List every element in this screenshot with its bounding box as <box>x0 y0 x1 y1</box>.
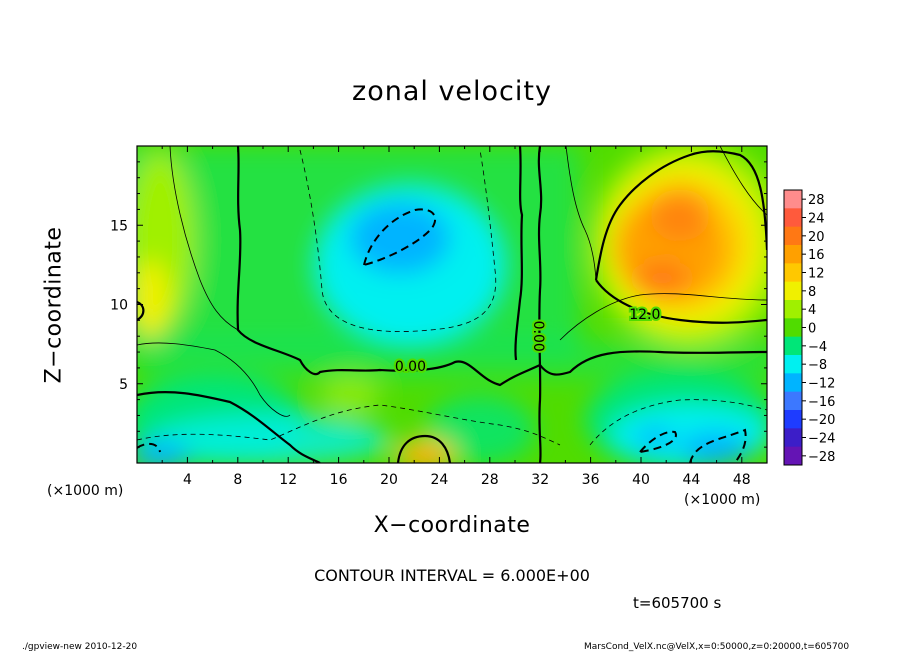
colorbar-swatch <box>784 373 802 393</box>
colorbar-swatch <box>784 428 802 448</box>
contour-label: 0.00 <box>530 321 546 352</box>
x-axis-unit-right: (×1000 m) <box>684 492 761 508</box>
contour-neg-twelve <box>363 208 437 266</box>
contour-zero-2 <box>514 146 524 361</box>
colorbar-label: −12 <box>808 377 835 392</box>
y-tick-label: 15 <box>110 218 128 234</box>
footer-right-text: MarsCond_VelX.nc@VelX,x=0:50000,z=0:2000… <box>584 642 850 652</box>
x-axis-label: X−coordinate <box>373 513 531 538</box>
colorbar: 28 24 20 16 12 8 4 0 −4 −8 −12 −16 −20 −24 −28 <box>783 189 835 466</box>
x-tick-label: 24 <box>430 472 448 488</box>
contour-zero-4 <box>137 391 321 463</box>
colorbar-label: −8 <box>808 358 827 373</box>
colorbar-label: −28 <box>808 450 835 465</box>
contour-neg-six-2 <box>137 404 561 446</box>
x-tick-label: 32 <box>531 472 549 488</box>
contour-zero-6 <box>396 434 452 463</box>
contour-label: 0.00 <box>395 359 426 375</box>
chart-title: zonal velocity <box>352 76 552 107</box>
colorbar-label: −24 <box>808 432 835 447</box>
colorbar-label: 28 <box>808 193 825 208</box>
y-tick-label: 5 <box>119 377 128 393</box>
contour-twelve-b <box>595 279 767 324</box>
x-tick-label: 4 <box>183 472 192 488</box>
contour-six-2 <box>137 342 291 417</box>
contour-lines <box>137 146 767 463</box>
colorbar-swatch <box>784 355 802 374</box>
colorbar-swatch <box>784 263 802 283</box>
x-tick-label: 28 <box>481 472 499 488</box>
x-tick-label: 12 <box>279 472 297 488</box>
velocity-field <box>137 146 767 463</box>
colorbar-swatch <box>784 226 802 246</box>
x-tick-label: 36 <box>582 472 600 488</box>
colorbar-swatch <box>784 410 802 429</box>
x-axis-unit-left: (×1000 m) <box>47 483 124 499</box>
colorbar-swatch <box>784 300 802 319</box>
contour-label-halo: 12.0 <box>629 307 660 323</box>
colorbar-label: 20 <box>808 230 825 245</box>
time-label: t=605700 s <box>633 594 722 612</box>
colorbar-label: 8 <box>808 285 816 300</box>
contour-neg-six-1 <box>299 149 497 332</box>
contour-six-4 <box>565 146 597 281</box>
colorbar-swatch <box>784 336 802 356</box>
colorbar-swatch <box>784 318 802 338</box>
contour-label: 12.0 <box>629 307 660 323</box>
x-tick-label: 40 <box>632 472 650 488</box>
colorbar-label: −16 <box>808 395 835 410</box>
x-axis-ticks: 4 8 12 16 20 24 28 32 36 40 44 48 <box>161 146 751 488</box>
x-tick-label: 20 <box>380 472 398 488</box>
colorbar-swatch <box>784 446 802 466</box>
contour-label-halo: 0.00 <box>530 321 546 352</box>
x-tick-label: 44 <box>682 472 700 488</box>
contour-neg-twelve-2 <box>639 430 677 453</box>
contour-neg-twelve-3 <box>689 428 747 463</box>
footer-left-text: ./gpview-new 2010-12-20 <box>22 642 138 652</box>
colorbar-label: 24 <box>808 212 825 227</box>
x-tick-label: 16 <box>330 472 348 488</box>
colorbar-label: 12 <box>808 267 825 282</box>
y-axis-ticks: 5 10 15 <box>110 161 767 448</box>
x-tick-label: 8 <box>233 472 242 488</box>
contour-eighteen <box>719 146 767 216</box>
y-tick-label: 10 <box>110 298 128 314</box>
contour-zero-3 <box>537 146 543 463</box>
colorbar-label: 16 <box>808 248 825 263</box>
contour-twelve <box>594 150 767 281</box>
contour-six-3 <box>559 293 767 341</box>
colorbar-label: −20 <box>808 413 835 428</box>
contour-label-halo: 0.00 <box>395 359 426 375</box>
contour-zero-1 <box>236 146 767 387</box>
contour-zero-5 <box>137 300 145 321</box>
contour-six-1 <box>169 146 239 331</box>
x-tick-label: 48 <box>733 472 751 488</box>
colorbar-swatch <box>784 190 802 209</box>
contour-interval-text: CONTOUR INTERVAL = 6.000E+00 <box>314 566 590 585</box>
colorbar-swatch <box>784 208 802 228</box>
colorbar-swatch <box>784 245 802 264</box>
contour-neg-six-3 <box>589 399 767 446</box>
colorbar-label: 0 <box>808 322 816 337</box>
colorbar-swatch <box>784 391 802 411</box>
colorbar-label: 4 <box>808 303 816 318</box>
colorbar-swatch <box>784 281 802 301</box>
colorbar-label: −4 <box>808 340 827 355</box>
